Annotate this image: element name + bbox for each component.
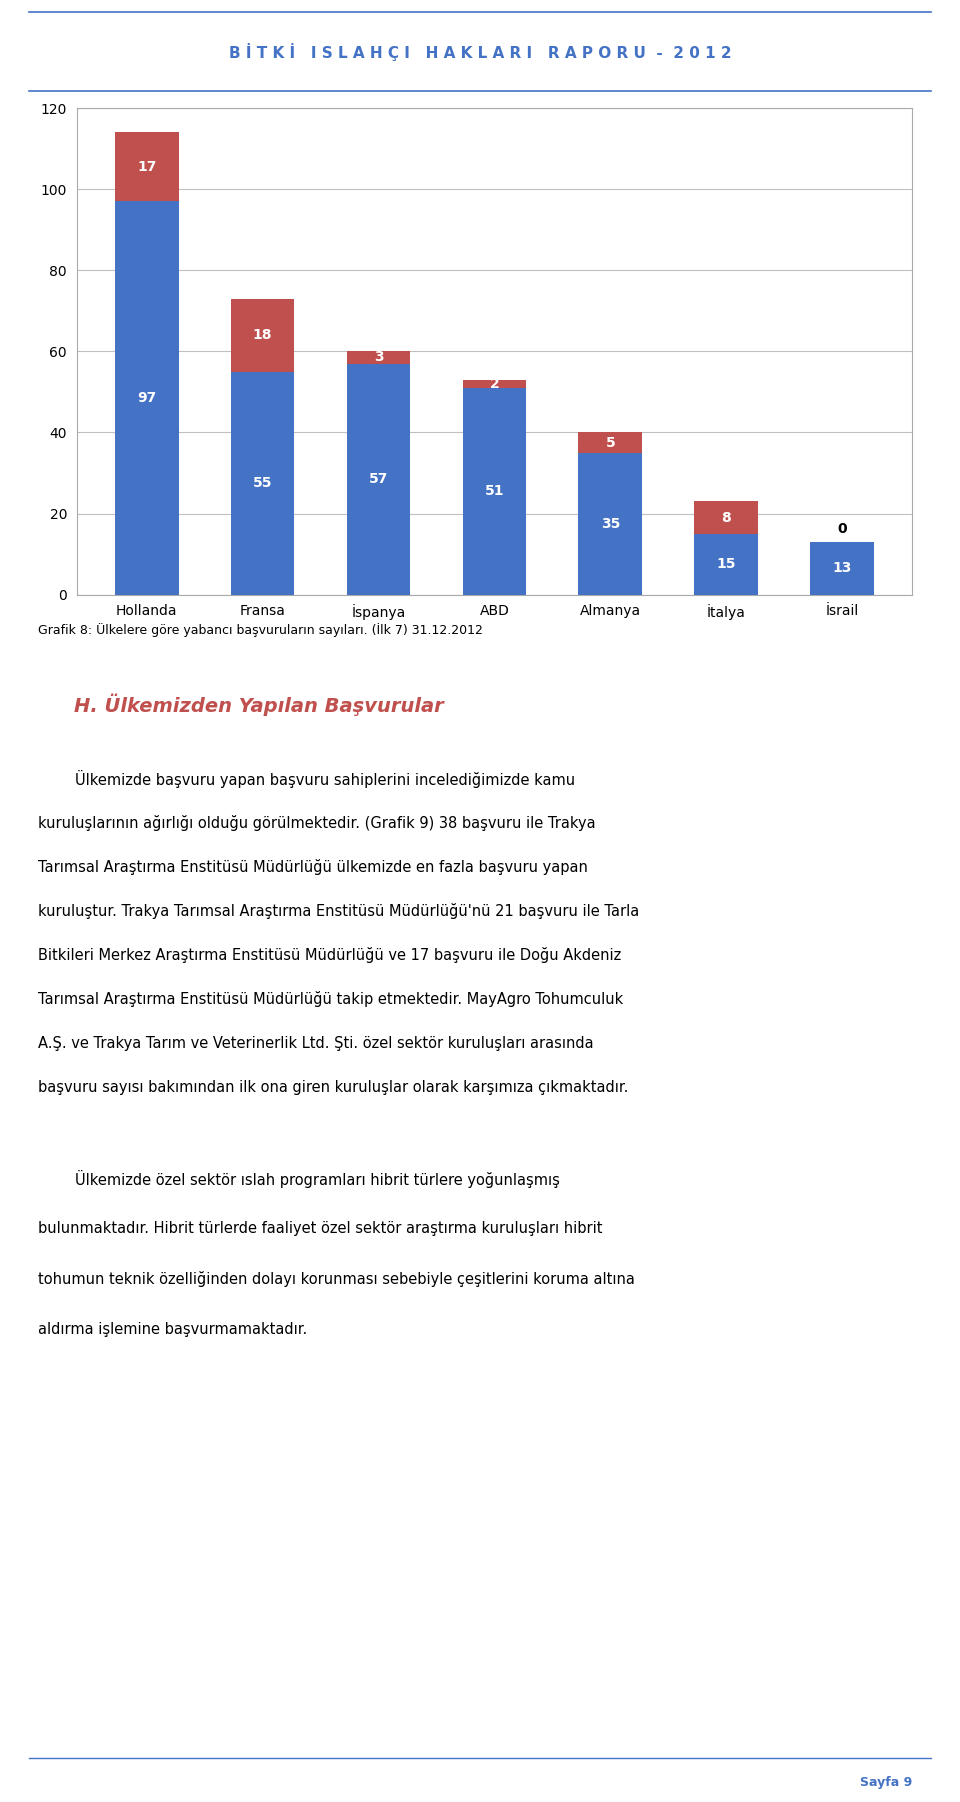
Text: 55: 55 bbox=[252, 476, 273, 490]
Text: 5: 5 bbox=[606, 436, 615, 450]
Text: Grafik 8: Ülkelere göre yabancı başvuruların sayıları. (İlk 7) 31.12.2012: Grafik 8: Ülkelere göre yabancı başvurul… bbox=[38, 623, 483, 636]
Text: 0: 0 bbox=[837, 523, 847, 535]
Text: başvuru sayısı bakımından ilk ona giren kuruluşlar olarak karşımıza çıkmaktadır.: başvuru sayısı bakımından ilk ona giren … bbox=[38, 1079, 629, 1094]
Text: 2: 2 bbox=[490, 377, 499, 391]
Text: bulunmaktadır. Hibrit türlerde faaliyet özel sektör araştırma kuruluşları hibrit: bulunmaktadır. Hibrit türlerde faaliyet … bbox=[38, 1222, 603, 1236]
Text: 17: 17 bbox=[137, 160, 156, 175]
Text: 57: 57 bbox=[369, 472, 388, 487]
Text: 8: 8 bbox=[721, 510, 732, 524]
Text: Bitkileri Merkez Araştırma Enstitüsü Müdürlüğü ve 17 başvuru ile Doğu Akdeniz: Bitkileri Merkez Araştırma Enstitüsü Müd… bbox=[38, 948, 622, 962]
Bar bbox=[463, 380, 526, 387]
Text: 3: 3 bbox=[373, 350, 383, 364]
Text: tohumun teknik özelliğinden dolayı korunması sebebiyle çeşitlerini koruma altına: tohumun teknik özelliğinden dolayı korun… bbox=[38, 1272, 636, 1287]
Text: B İ T K İ   I S L A H Ç I   H A K L A R I   R A P O R U  -  2 0 1 2: B İ T K İ I S L A H Ç I H A K L A R I R … bbox=[228, 43, 732, 61]
Text: 13: 13 bbox=[832, 560, 852, 575]
Bar bbox=[230, 299, 295, 371]
Text: Tarımsal Araştırma Enstitüsü Müdürlüğü ülkemizde en fazla başvuru yapan: Tarımsal Araştırma Enstitüsü Müdürlüğü ü… bbox=[38, 860, 588, 876]
Bar bbox=[115, 132, 179, 202]
Text: aldırma işlemine başvurmamaktadır.: aldırma işlemine başvurmamaktadır. bbox=[38, 1323, 307, 1337]
Bar bbox=[347, 351, 410, 364]
Text: 18: 18 bbox=[252, 328, 273, 342]
Bar bbox=[347, 364, 410, 595]
Text: 97: 97 bbox=[137, 391, 156, 405]
Text: Ülkemizde özel sektör ıslah programları hibrit türlere yoğunlaşmış: Ülkemizde özel sektör ıslah programları … bbox=[38, 1169, 561, 1188]
Bar bbox=[579, 432, 642, 452]
Bar bbox=[115, 202, 179, 595]
Text: 15: 15 bbox=[716, 557, 736, 571]
Bar bbox=[694, 533, 758, 595]
Bar bbox=[463, 387, 526, 595]
Text: Ülkemizde başvuru yapan başvuru sahiplerini incelediğimizde kamu: Ülkemizde başvuru yapan başvuru sahipler… bbox=[38, 769, 576, 787]
Text: kuruluştur. Trakya Tarımsal Araştırma Enstitüsü Müdürlüğü'nü 21 başvuru ile Tarl: kuruluştur. Trakya Tarımsal Araştırma En… bbox=[38, 903, 639, 919]
Text: Tarımsal Araştırma Enstitüsü Müdürlüğü takip etmektedir. MayAgro Tohumculuk: Tarımsal Araştırma Enstitüsü Müdürlüğü t… bbox=[38, 991, 624, 1007]
Bar bbox=[810, 542, 874, 595]
Text: kuruluşlarının ağırlığı olduğu görülmektedir. (Grafik 9) 38 başvuru ile Trakya: kuruluşlarının ağırlığı olduğu görülmekt… bbox=[38, 815, 596, 831]
Text: 35: 35 bbox=[601, 517, 620, 532]
Text: H. Ülkemizden Yapılan Başvurular: H. Ülkemizden Yapılan Başvurular bbox=[74, 694, 444, 715]
Bar bbox=[230, 371, 295, 595]
Bar bbox=[579, 452, 642, 595]
Text: Sayfa 9: Sayfa 9 bbox=[860, 1777, 912, 1789]
Text: 51: 51 bbox=[485, 485, 504, 499]
Bar bbox=[694, 501, 758, 533]
Text: A.Ş. ve Trakya Tarım ve Veterinerlik Ltd. Şti. özel sektör kuruluşları arasında: A.Ş. ve Trakya Tarım ve Veterinerlik Ltd… bbox=[38, 1036, 594, 1051]
